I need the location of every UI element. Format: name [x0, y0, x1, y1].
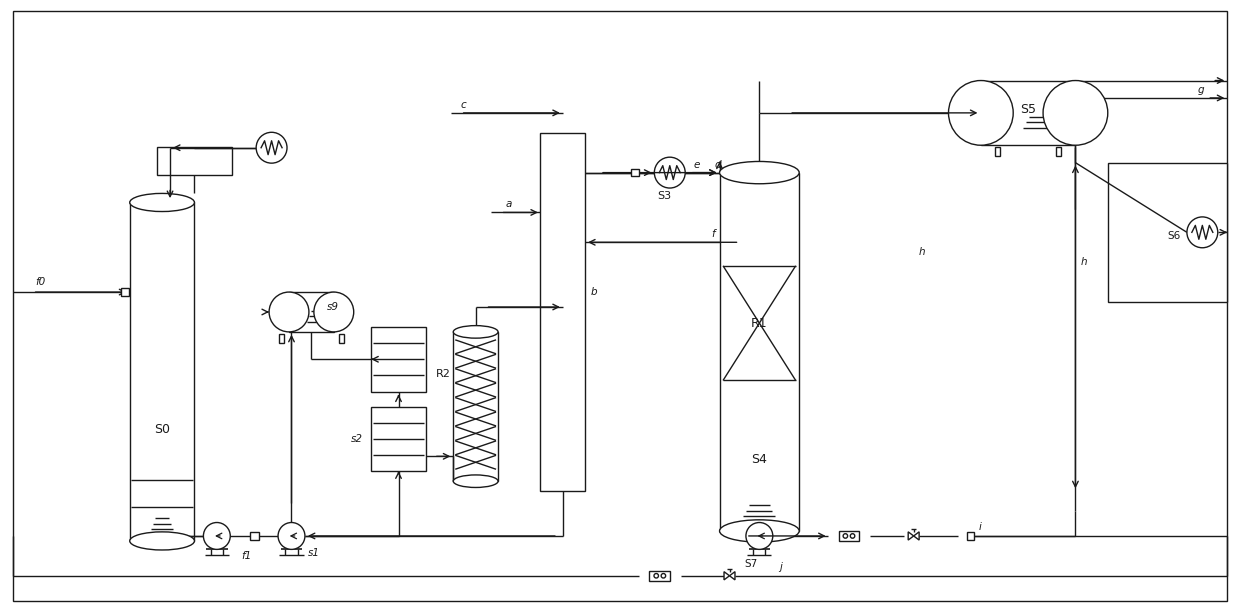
Text: S0: S0 [154, 423, 170, 436]
Ellipse shape [719, 520, 800, 542]
Text: s1: s1 [308, 548, 320, 558]
Ellipse shape [719, 162, 800, 184]
Bar [541, 133, 585, 491]
Ellipse shape [314, 292, 353, 332]
Ellipse shape [269, 292, 309, 332]
Text: S5: S5 [1021, 103, 1037, 116]
Bar [967, 532, 975, 540]
Circle shape [746, 523, 773, 550]
Text: a: a [506, 200, 512, 209]
Text: S4: S4 [751, 453, 768, 466]
Bar [157, 147, 232, 174]
Ellipse shape [949, 81, 1013, 145]
Bar [279, 334, 284, 343]
Circle shape [257, 132, 286, 163]
Ellipse shape [1043, 81, 1107, 145]
Text: f: f [711, 230, 714, 239]
Circle shape [1187, 217, 1218, 248]
Bar [339, 334, 343, 343]
Text: S3: S3 [657, 190, 672, 201]
Text: f1: f1 [242, 551, 252, 561]
Text: e: e [693, 160, 699, 170]
Ellipse shape [454, 326, 498, 338]
Bar [838, 531, 859, 541]
Text: i: i [978, 522, 981, 532]
Bar [122, 288, 129, 296]
Circle shape [843, 534, 848, 538]
Circle shape [661, 573, 666, 578]
Ellipse shape [130, 532, 195, 550]
Polygon shape [908, 532, 914, 540]
Polygon shape [914, 532, 919, 540]
Circle shape [203, 523, 231, 550]
Text: c: c [461, 100, 466, 110]
Circle shape [655, 157, 686, 188]
Bar [719, 173, 800, 531]
Bar [371, 327, 425, 392]
Text: d: d [714, 160, 722, 170]
Circle shape [653, 573, 658, 578]
Text: b: b [590, 287, 596, 297]
Bar [454, 332, 498, 481]
Bar [994, 147, 999, 156]
Text: h: h [1080, 257, 1087, 267]
Bar [371, 406, 425, 471]
Text: h: h [919, 247, 925, 257]
Bar [650, 571, 671, 581]
Bar [250, 532, 259, 540]
Bar [130, 203, 195, 541]
Text: R1: R1 [751, 316, 768, 330]
Ellipse shape [454, 475, 498, 488]
Polygon shape [729, 572, 735, 580]
Text: S6: S6 [1168, 231, 1180, 241]
Bar [1056, 147, 1061, 156]
Text: s2: s2 [351, 434, 363, 444]
Text: g: g [1198, 85, 1204, 95]
Circle shape [851, 534, 854, 538]
Text: s9: s9 [327, 302, 340, 312]
Bar [981, 81, 1075, 145]
Bar [289, 292, 334, 332]
Bar [631, 169, 639, 176]
Ellipse shape [130, 193, 195, 212]
Text: j: j [779, 562, 782, 572]
Bar [1107, 163, 1228, 302]
Text: S7: S7 [744, 559, 758, 569]
Text: R2: R2 [436, 368, 451, 379]
Polygon shape [724, 572, 729, 580]
Text: f0: f0 [36, 277, 46, 287]
Circle shape [278, 523, 305, 550]
